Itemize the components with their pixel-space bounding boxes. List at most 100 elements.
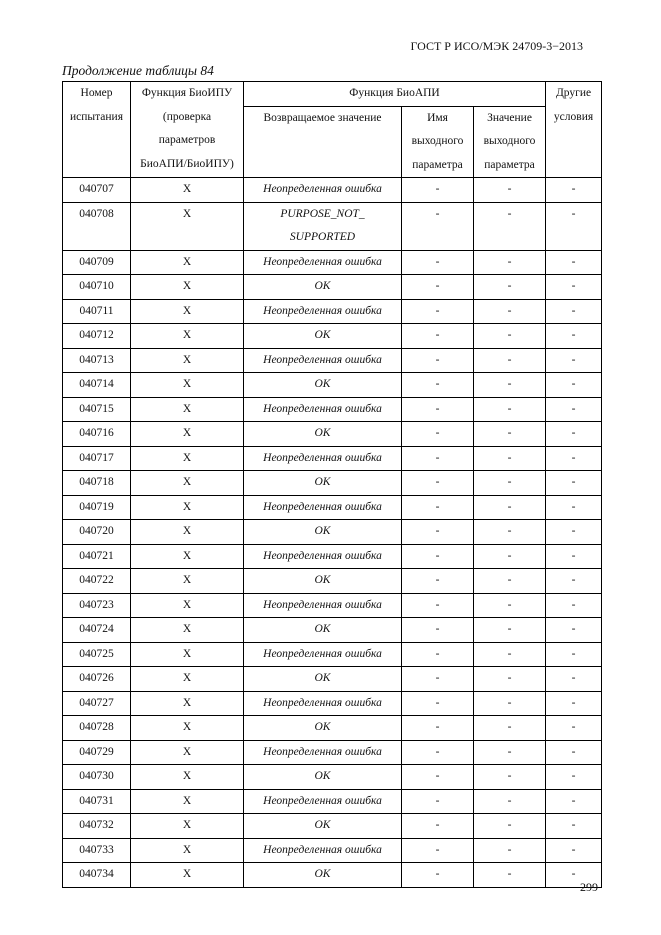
table-cell: 040728 (62, 715, 131, 741)
table-row: 040724 X OK - - - (62, 617, 603, 643)
table-cell: - (545, 421, 603, 447)
table-cell: X (130, 764, 244, 790)
table-cell: - (401, 641, 474, 667)
table-cell: OK (243, 470, 402, 496)
table-row: 040710 X OK - - - (62, 274, 603, 300)
table-cell: - (545, 347, 603, 373)
table-row: 040718 X OK - - - (62, 470, 603, 496)
table-cell: Неопределенная ошибка (243, 494, 402, 520)
table-cell: - (401, 494, 474, 520)
table-cell: - (472, 421, 547, 447)
header-cell: Функция БиоИПУ (проверка параметров БиоАПИ/… (130, 81, 244, 178)
table-cell: X (130, 347, 244, 373)
table-cell: - (401, 764, 474, 790)
table-cell: OK (243, 715, 402, 741)
table-cell: 040729 (62, 739, 131, 765)
table-row: 040707 X Неопределенная ошибка - - - (62, 177, 603, 203)
table-cell: - (472, 372, 547, 398)
table-cell: - (472, 666, 547, 692)
text-line: SUPPORTED (289, 231, 356, 243)
table-cell: - (401, 372, 474, 398)
table-row: 040717 X Неопределенная ошибка - - - (62, 445, 603, 471)
text-line: выходного (411, 135, 464, 147)
table-cell: X (130, 274, 244, 300)
table-cell: X (130, 177, 244, 203)
table-cell: 040707 (62, 177, 131, 203)
table-cell: X (130, 543, 244, 569)
table-row: 040716 X OK - - - (62, 421, 603, 447)
table-row: 040721 X Неопределенная ошибка - - - (62, 543, 603, 569)
table-cell: X (130, 201, 244, 251)
table-row: 040727 X Неопределенная ошибка - - - (62, 690, 603, 716)
table-cell: 040727 (62, 690, 131, 716)
table-cell: - (472, 274, 547, 300)
table-cell: - (472, 201, 547, 251)
table-cell: - (401, 396, 474, 422)
table-cell: - (472, 592, 547, 618)
table-cell: - (401, 519, 474, 545)
table-cell: 040712 (62, 323, 131, 349)
table-cell: - (545, 470, 603, 496)
table-cell: 040721 (62, 543, 131, 569)
table-cell: - (472, 715, 547, 741)
table-cell: - (401, 739, 474, 765)
text-line: испытания (69, 110, 123, 123)
table-cell: - (472, 543, 547, 569)
table-cell: 040710 (62, 274, 131, 300)
table-row: 040723 X Неопределенная ошибка - - - (62, 592, 603, 618)
table-cell: 040732 (62, 813, 131, 839)
table-cell: - (545, 494, 603, 520)
table-cell: 040718 (62, 470, 131, 496)
table-cell: - (472, 347, 547, 373)
table-cell: - (401, 201, 474, 251)
table-cell: X (130, 421, 244, 447)
table-cell: X (130, 445, 244, 471)
table-cell: 040715 (62, 396, 131, 422)
table-cell: - (401, 274, 474, 300)
table-cell: - (545, 177, 603, 203)
table-cell: - (472, 837, 547, 863)
table-cell: X (130, 739, 244, 765)
table-cell: - (472, 862, 547, 888)
table-row: 040734 X OK - - - (62, 862, 603, 888)
table-row: 040733 X Неопределенная ошибка - - - (62, 837, 603, 863)
table-cell: - (545, 568, 603, 594)
table-cell: OK (243, 666, 402, 692)
table-cell: OK (243, 372, 402, 398)
table-cell: Неопределенная ошибка (243, 298, 402, 324)
text-line: Имя (427, 111, 448, 124)
table-cell: - (472, 470, 547, 496)
table-cell: 040711 (62, 298, 131, 324)
table-cell: - (472, 788, 547, 814)
table-row: 040712 X OK - - - (62, 323, 603, 349)
table-cell: 040713 (62, 347, 131, 373)
table-cell: 040720 (62, 519, 131, 545)
table-row: 040709 X Неопределенная ошибка - - - (62, 249, 603, 275)
table-cell: Неопределенная ошибка (243, 739, 402, 765)
table-cell: X (130, 298, 244, 324)
table-cell: Неопределенная ошибка (243, 347, 402, 373)
table-cell: OK (243, 421, 402, 447)
table-cell: - (401, 470, 474, 496)
table-cell: - (401, 592, 474, 618)
table-cell: 040709 (62, 249, 131, 275)
text-line: (проверка (162, 110, 212, 123)
table-cell: - (401, 715, 474, 741)
table-cell: - (545, 249, 603, 275)
table-cell: - (545, 592, 603, 618)
table-cell: X (130, 666, 244, 692)
table-row: 040708 X PURPOSE_NOT_ SUPPORTED - - - (62, 201, 603, 251)
table-cell: - (545, 396, 603, 422)
table-cell: - (545, 274, 603, 300)
text-line: Значение (487, 111, 532, 124)
text-line: условия (553, 110, 594, 123)
header-cell: Возвращаемое значение (243, 105, 402, 178)
table-cell: - (401, 617, 474, 643)
table-cell: 040719 (62, 494, 131, 520)
table-cell: - (472, 494, 547, 520)
table-cell: X (130, 862, 244, 888)
table-cell: - (472, 445, 547, 471)
table-cell: - (401, 568, 474, 594)
table-cell: 040708 (62, 201, 131, 251)
table-cell: - (472, 396, 547, 422)
